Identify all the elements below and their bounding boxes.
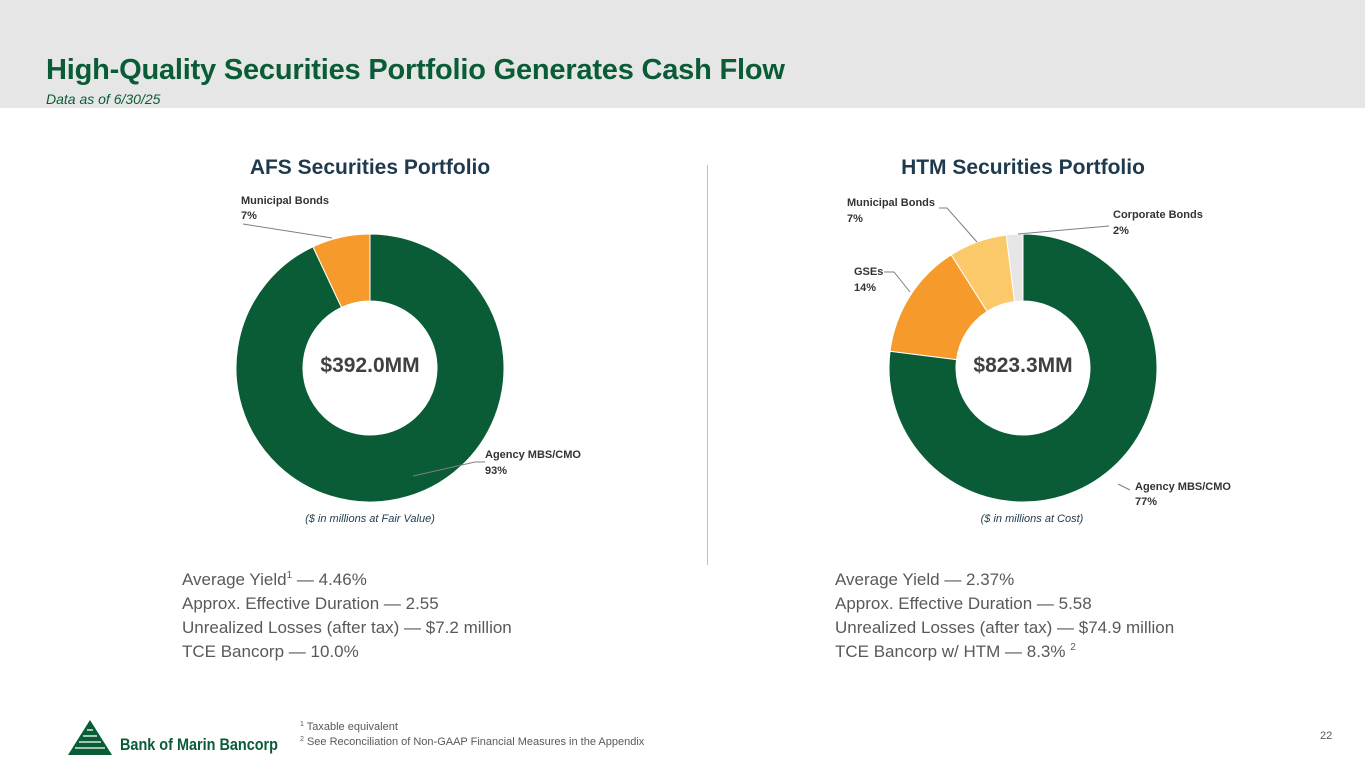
afs-tce: TCE Bancorp — 10.0% — [182, 642, 359, 661]
afs-slice-municipal-bonds — [312, 233, 371, 309]
afs-label-agency-name: Agency MBS/CMO — [485, 449, 581, 461]
htm-chart-note: ($ in millions at Cost) — [980, 513, 1084, 525]
afs-chart-title: AFS Securities Portfolio — [249, 156, 491, 179]
afs-chart-note: ($ in millions at Fair Value) — [305, 513, 435, 525]
afs-yield-value: — 4.46% — [292, 570, 367, 589]
afs-losses: Unrealized Losses (after tax) — $7.2 mil… — [182, 618, 512, 637]
htm-label-gse-name: GSEs — [854, 266, 883, 278]
htm-slice-corporate-bonds — [1005, 233, 1024, 303]
afs-stats: Average Yield1 — 4.46% Approx. Effective… — [182, 568, 512, 664]
afs-leader-municipal — [242, 223, 333, 239]
htm-label-corporate-name: Corporate Bonds — [1113, 209, 1203, 221]
htm-leader-agency — [1117, 483, 1131, 491]
afs-leader-agency — [412, 461, 485, 477]
afs-slice-agency-mbs-cmo — [235, 233, 505, 503]
htm-center-value: $823.3MM — [973, 354, 1072, 377]
afs-label-municipal-name: Municipal Bonds — [241, 195, 329, 207]
header-band — [0, 0, 1365, 108]
htm-tce: TCE Bancorp w/ HTM — 8.3% — [835, 642, 1071, 661]
afs-label-agency-pct: 93% — [485, 465, 507, 477]
tree-logo-icon — [68, 720, 112, 755]
htm-duration: Approx. Effective Duration — 5.58 — [835, 594, 1092, 613]
footnote-1-mark: 1 — [300, 721, 304, 728]
footnotes: 1 Taxable equivalent 2 See Reconciliatio… — [300, 720, 644, 750]
footnote-2-mark: 2 — [300, 736, 304, 743]
afs-yield-label: Average Yield — [182, 570, 287, 589]
page-title: High-Quality Securities Portfolio Genera… — [46, 54, 785, 86]
afs-center-value: $392.0MM — [320, 354, 419, 377]
afs-yield-footnote-mark: 1 — [286, 570, 293, 581]
footnote-2-text: See Reconciliation of Non-GAAP Financial… — [303, 736, 645, 748]
htm-tce-line: TCE Bancorp w/ HTM — 8.3% 2 — [835, 640, 1174, 664]
htm-yield: Average Yield — 2.37% — [835, 570, 1015, 589]
afs-yield-line: Average Yield1 — 4.46% — [182, 568, 512, 592]
footnote-1: 1 Taxable equivalent — [300, 720, 644, 735]
htm-leader-corporate — [1017, 225, 1110, 235]
htm-label-gse-pct: 14% — [854, 282, 876, 294]
page-subtitle: Data as of 6/30/25 — [46, 91, 161, 107]
logo-wordmark: Bank of Marin Bancorp — [120, 735, 278, 754]
htm-label-municipal-name: Municipal Bonds — [847, 197, 935, 209]
bank-logo: Bank of Marin Bancorp — [68, 720, 278, 755]
footnote-2: 2 See Reconciliation of Non-GAAP Financi… — [300, 735, 644, 750]
htm-donut-chart: GSEs 14% Municipal Bonds 7% Corporate Bo… — [847, 197, 1231, 508]
htm-stats: Average Yield — 2.37% Approx. Effective … — [835, 568, 1174, 664]
page-number: 22 — [1320, 730, 1333, 742]
afs-donut-chart: Municipal Bonds 7% Agency MBS/CMO 93% $3… — [235, 195, 581, 503]
htm-slice-agency-mbs-cmo — [888, 233, 1158, 503]
htm-label-agency-name: Agency MBS/CMO — [1135, 481, 1231, 493]
footnote-1-text: Taxable equivalent — [303, 721, 398, 733]
afs-duration: Approx. Effective Duration — 2.55 — [182, 594, 439, 613]
htm-leader-municipal — [939, 207, 978, 243]
htm-tce-footnote-mark: 2 — [1070, 642, 1076, 653]
htm-losses: Unrealized Losses (after tax) — $74.9 mi… — [835, 618, 1175, 637]
afs-label-municipal-pct: 7% — [241, 210, 257, 222]
svg-text:Bank of Marin Bancorp: Bank of Marin Bancorp — [120, 735, 278, 754]
htm-label-municipal-pct: 7% — [847, 213, 863, 225]
htm-label-agency-pct: 77% — [1135, 496, 1157, 508]
htm-label-corporate-pct: 2% — [1113, 225, 1129, 237]
htm-chart-title: HTM Securities Portfolio — [901, 156, 1145, 179]
panel-divider — [707, 165, 708, 565]
htm-leader-gse — [884, 271, 911, 293]
